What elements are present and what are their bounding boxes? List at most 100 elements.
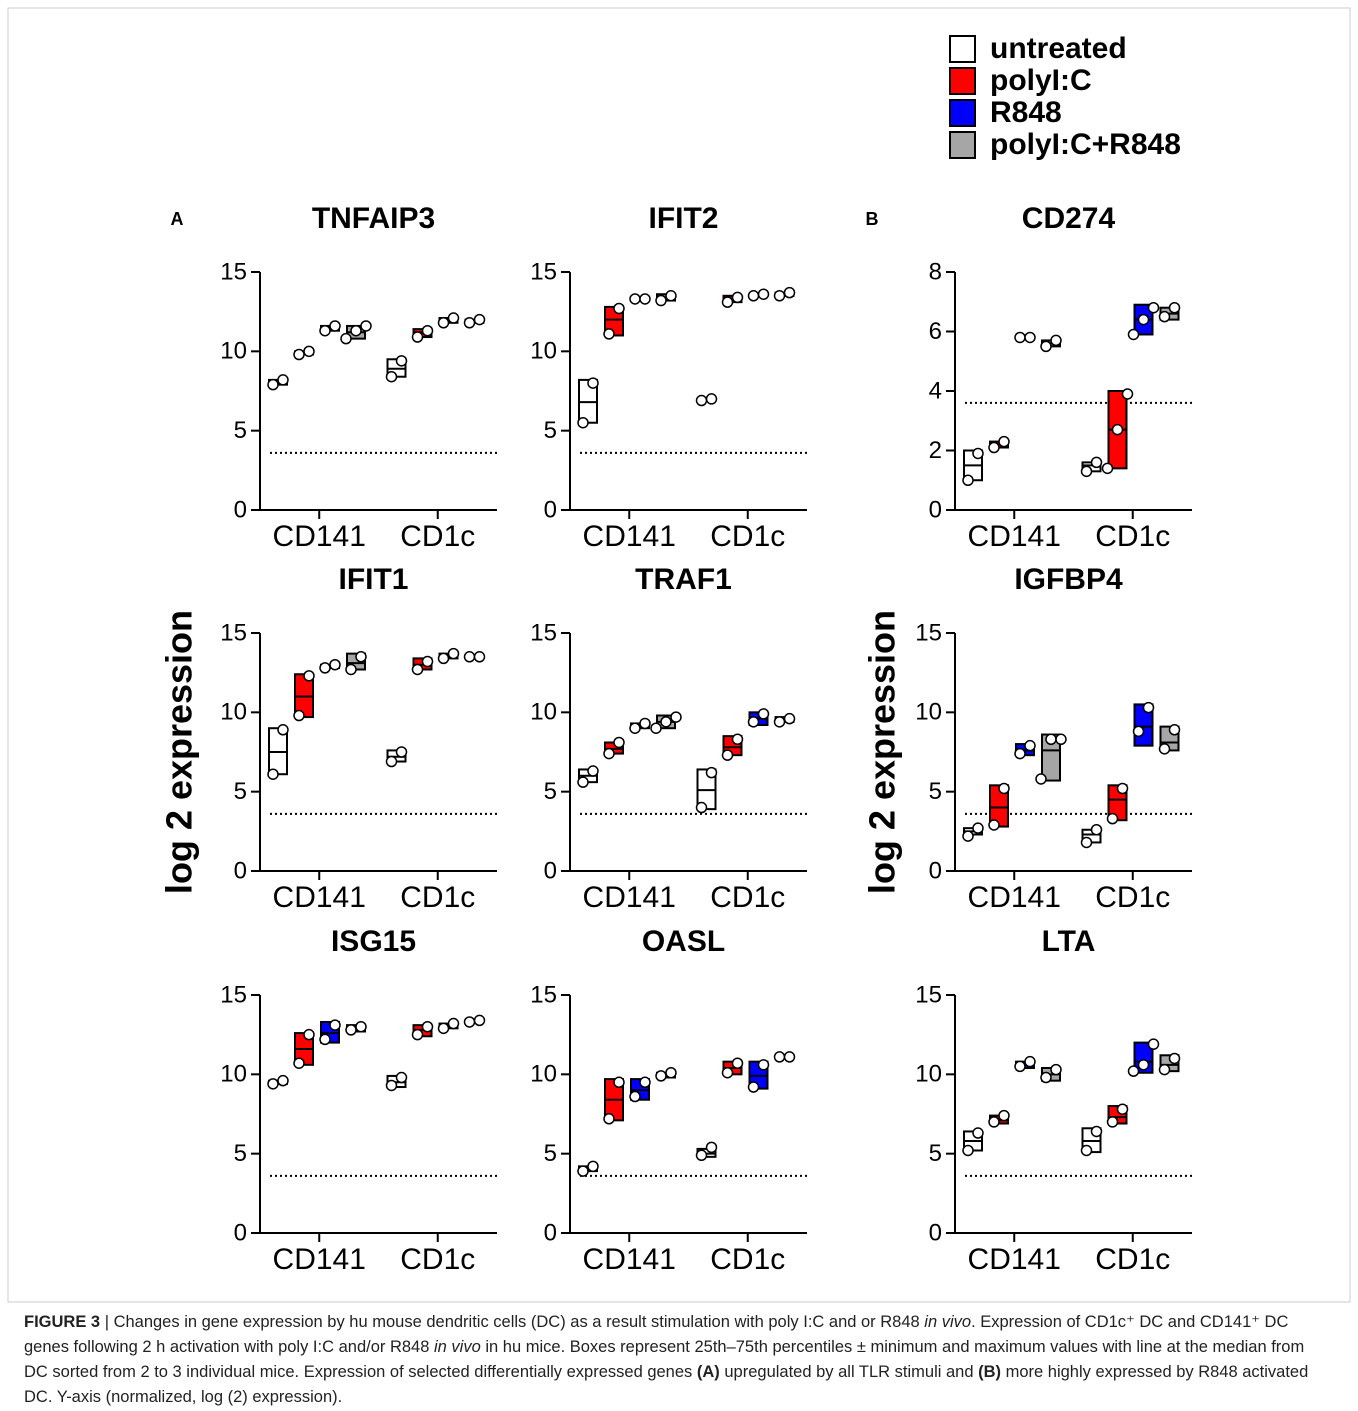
legend-label: polyI:C+R848 <box>990 128 1181 161</box>
y-tick-label: 10 <box>220 1061 247 1088</box>
data-point <box>1014 747 1026 760</box>
data-point <box>329 658 341 671</box>
data-point <box>1116 1103 1129 1115</box>
data-point <box>1142 701 1155 714</box>
x-tick-label: CD1c <box>1095 881 1170 914</box>
data-point <box>395 355 408 367</box>
data-point <box>293 709 305 722</box>
y-tick-label: 10 <box>530 1061 557 1088</box>
data-point <box>721 1066 734 1079</box>
data-point <box>998 435 1010 448</box>
y-tick-label: 2 <box>929 437 942 464</box>
data-point <box>1168 1052 1181 1065</box>
data-point <box>972 447 984 460</box>
x-tick-label: CD1c <box>1095 520 1170 553</box>
y-tick-label: 0 <box>544 857 557 884</box>
data-point <box>757 708 770 720</box>
data-point <box>603 1113 615 1125</box>
data-point <box>695 801 708 814</box>
caption: FIGURE 3 | Changes in gene expression by… <box>24 1310 1324 1410</box>
x-tick-label: CD141 <box>968 881 1061 914</box>
y-axis-label: log 2 expression <box>862 610 903 894</box>
x-tick-label: CD1c <box>1095 1243 1170 1276</box>
data-point <box>988 1116 1000 1128</box>
data-point <box>319 1033 331 1046</box>
x-tick-label: CD1c <box>400 1243 475 1276</box>
data-point <box>1116 782 1129 795</box>
panel-title: IFIT2 <box>648 202 718 235</box>
data-point <box>1045 733 1057 746</box>
data-point <box>360 320 372 332</box>
y-tick-label: 0 <box>929 496 942 523</box>
panel-title: TNFAIP3 <box>312 202 435 235</box>
data-point <box>395 746 408 758</box>
y-tick-label: 0 <box>234 1219 247 1246</box>
y-tick-label: 15 <box>915 619 942 646</box>
data-point <box>695 394 708 407</box>
data-point <box>329 1019 341 1031</box>
data-point <box>721 749 734 761</box>
data-point <box>665 1066 677 1079</box>
caption-run: upregulated by all TLR stimuli and <box>719 1363 979 1381</box>
x-tick-label: CD141 <box>583 881 676 914</box>
data-point <box>705 766 718 779</box>
data-point <box>463 1016 476 1028</box>
caption-run: (B) <box>978 1363 1002 1381</box>
data-point <box>1035 773 1047 785</box>
data-point <box>783 1051 796 1063</box>
y-tick-label: 15 <box>220 258 247 285</box>
y-tick-label: 15 <box>220 981 247 1008</box>
data-point <box>411 1028 424 1041</box>
data-point <box>639 293 651 305</box>
data-point <box>355 651 367 663</box>
x-tick-label: CD141 <box>583 520 676 553</box>
y-tick-label: 8 <box>929 258 942 285</box>
y-tick-label: 0 <box>929 1219 942 1246</box>
panel-letter: B <box>866 209 879 229</box>
data-point <box>437 652 450 665</box>
data-point <box>1080 836 1093 849</box>
y-tick-label: 5 <box>234 778 247 805</box>
data-point <box>463 317 476 329</box>
data-point <box>437 1022 450 1035</box>
y-tick-label: 5 <box>234 1140 247 1167</box>
y-tick-label: 4 <box>929 377 942 404</box>
legend-swatch <box>949 35 976 63</box>
y-tick-label: 0 <box>234 857 247 884</box>
data-point <box>1024 739 1036 752</box>
legend-label: polyI:C <box>990 64 1092 97</box>
data-point <box>345 1024 357 1036</box>
legend-label: R848 <box>990 96 1062 129</box>
data-point <box>473 313 486 326</box>
x-tick-label: CD141 <box>273 1243 366 1276</box>
data-point <box>1106 812 1119 825</box>
data-point <box>670 711 682 723</box>
data-point <box>757 1059 770 1071</box>
data-point <box>421 324 434 337</box>
data-point <box>695 1149 708 1162</box>
data-point <box>998 782 1010 795</box>
data-point <box>613 1076 625 1089</box>
x-tick-label: CD141 <box>583 1243 676 1276</box>
x-tick-label: CD1c <box>710 1243 785 1276</box>
data-point <box>1040 340 1052 353</box>
y-tick-label: 5 <box>544 417 557 444</box>
data-point <box>587 765 599 777</box>
data-point <box>1127 328 1140 341</box>
x-tick-label: CD141 <box>968 1243 1061 1276</box>
data-point <box>577 776 589 788</box>
y-tick-label: 10 <box>530 699 557 726</box>
data-point <box>731 733 744 746</box>
data-point <box>603 328 615 340</box>
panel-title: ISG15 <box>331 925 416 958</box>
data-point <box>385 370 398 383</box>
data-point <box>747 716 760 728</box>
data-point <box>705 393 718 405</box>
data-point <box>1090 823 1103 836</box>
legend-swatch <box>949 131 976 159</box>
y-tick-label: 10 <box>915 1061 942 1088</box>
data-point <box>603 747 615 760</box>
y-tick-label: 0 <box>929 857 942 884</box>
data-point <box>629 293 641 305</box>
